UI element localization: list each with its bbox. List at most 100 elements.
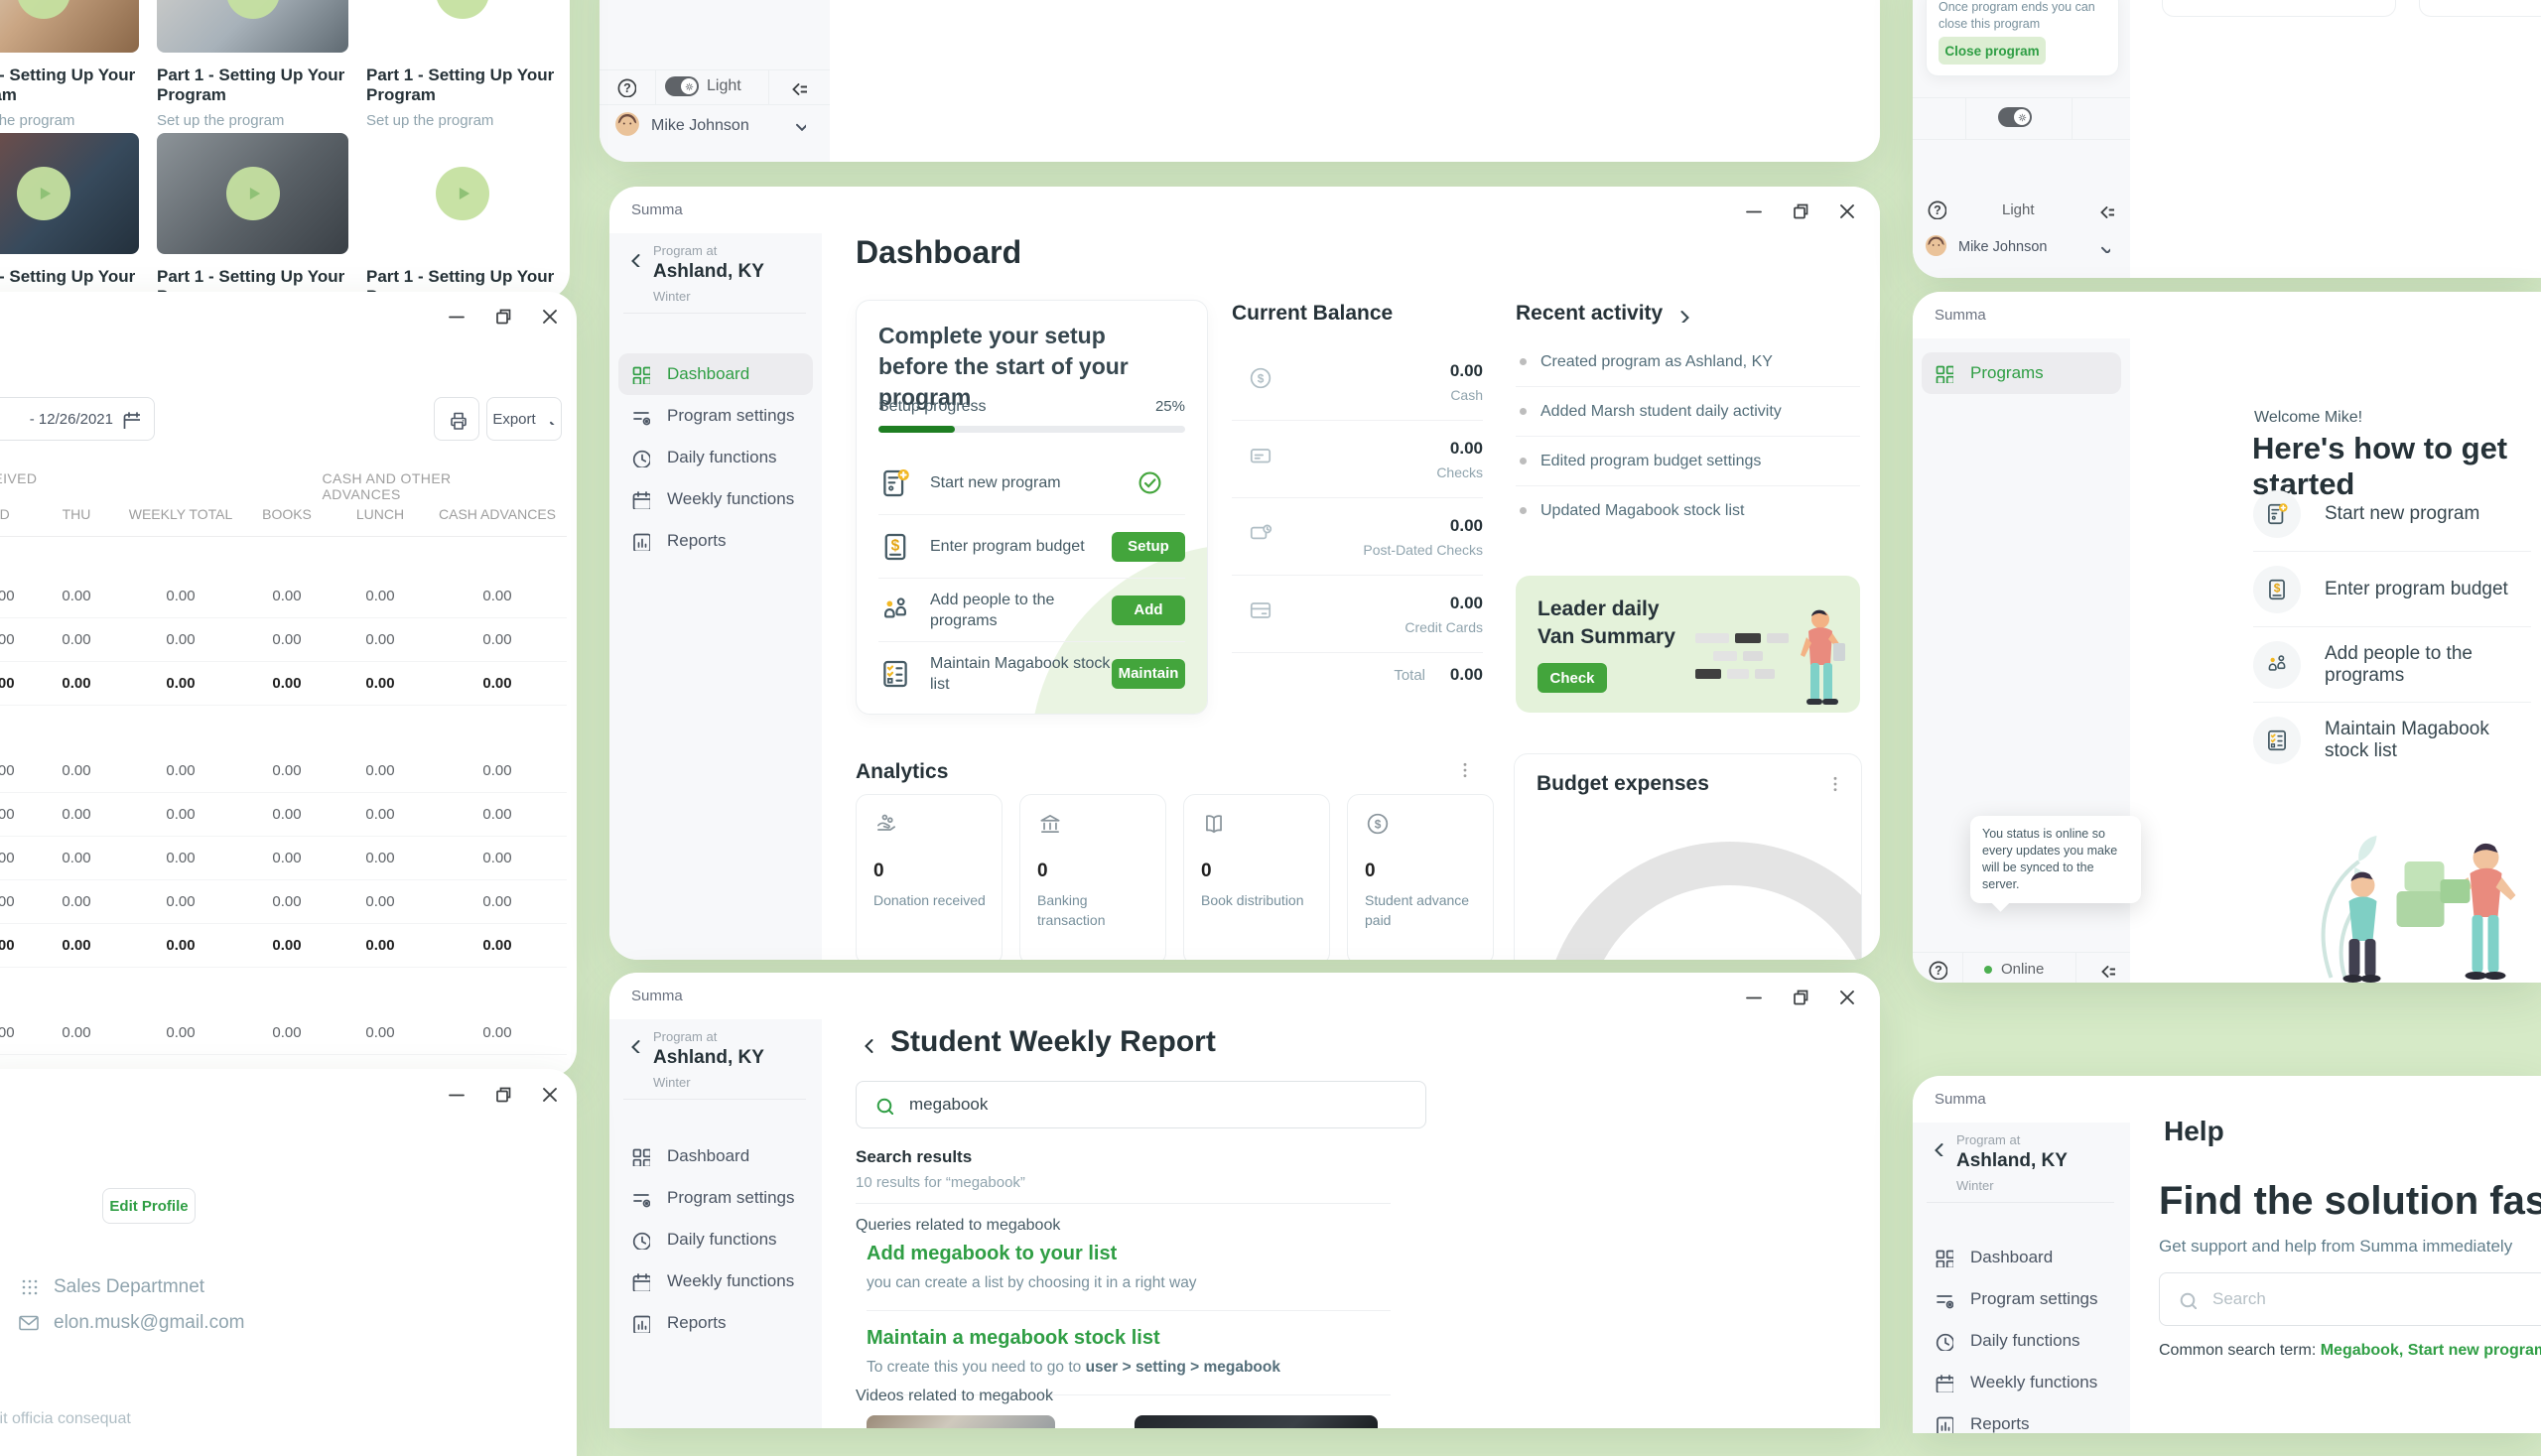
- avatar[interactable]: [614, 111, 640, 137]
- column-header[interactable]: ED: [0, 506, 10, 522]
- date-range-field[interactable]: - 12/26/2021: [0, 397, 155, 441]
- video-thumbnail[interactable]: [157, 133, 348, 254]
- sidebar-item[interactable]: Weekly functions: [1922, 1362, 2121, 1403]
- analytics-tile[interactable]: 0 Book distribution: [1183, 794, 1330, 960]
- get-started-item[interactable]: Add people to the programs: [2253, 627, 2531, 703]
- video-card[interactable]: Part 1 - Setting Up Your Program Set up …: [0, 0, 139, 129]
- activity-title[interactable]: Recent activity: [1516, 302, 1689, 326]
- chevron-down-icon[interactable]: [790, 115, 806, 131]
- video-thumbnail[interactable]: [366, 0, 558, 53]
- related-video-thumbnail[interactable]: [1135, 1415, 1378, 1428]
- collapse-sidebar-icon[interactable]: [2096, 200, 2114, 218]
- sidebar-item[interactable]: Dashboard: [1922, 1237, 2121, 1278]
- back-icon[interactable]: [858, 1034, 879, 1056]
- edit-profile-button[interactable]: Edit Profile: [102, 1188, 196, 1224]
- search-input[interactable]: [907, 1094, 1408, 1116]
- export-button[interactable]: Export: [486, 397, 562, 441]
- sidebar-item[interactable]: Reports: [1922, 1403, 2121, 1433]
- sidebar-item[interactable]: Dashboard: [618, 1135, 813, 1177]
- table-row[interactable]: 0.00 0.00 0.00 0.00 0.00 0.00: [0, 618, 567, 662]
- analytics-tile[interactable]: 0 Banking transaction: [1019, 794, 1166, 960]
- restore-button[interactable]: [491, 305, 512, 326]
- sidebar-item[interactable]: Weekly functions: [618, 478, 813, 520]
- close-program-button[interactable]: Close program: [1939, 37, 2046, 65]
- sidebar-item[interactable]: Program settings: [1922, 1278, 2121, 1320]
- setup-step-action-button[interactable]: Maintain: [1112, 658, 1185, 689]
- sidebar-item[interactable]: Program settings: [618, 395, 813, 437]
- video-card[interactable]: Part 1 - Setting Up Your Program Set up …: [366, 0, 558, 129]
- budget-menu-icon[interactable]: [1825, 774, 1845, 794]
- sidebar-item[interactable]: Reports: [618, 520, 813, 562]
- back-icon[interactable]: [624, 1035, 642, 1053]
- table-row[interactable]: 0.00 0.00 0.00 0.00 0.00 0.00: [0, 1011, 567, 1055]
- get-started-item[interactable]: Start new program: [2253, 476, 2531, 552]
- restore-button[interactable]: [1789, 199, 1809, 220]
- analytics-menu-icon[interactable]: [1455, 760, 1475, 780]
- sidebar-item[interactable]: Weekly functions: [618, 1260, 813, 1302]
- related-video-thumbnail[interactable]: [867, 1415, 1055, 1428]
- sidebar-item[interactable]: Program settings: [618, 1177, 813, 1219]
- column-header[interactable]: LUNCH: [355, 506, 405, 522]
- table-row[interactable]: 0.00 0.00 0.00 0.00 0.00 0.00: [0, 793, 567, 837]
- minimize-button[interactable]: [445, 305, 466, 326]
- theme-toggle[interactable]: [665, 76, 699, 96]
- video-card[interactable]: Part 1 - Setting Up Your Program Set up …: [157, 0, 348, 129]
- result-link[interactable]: Add megabook to your list: [867, 1243, 1118, 1264]
- table-row[interactable]: 0.00 0.00 0.00 0.00 0.00 0.00: [0, 575, 567, 618]
- play-icon[interactable]: [16, 0, 70, 19]
- close-button[interactable]: [538, 305, 559, 326]
- setup-step-action-button[interactable]: Setup: [1112, 531, 1185, 562]
- analytics-tile[interactable]: 0 Student advance paid: [1347, 794, 1494, 960]
- help-icon[interactable]: [615, 76, 636, 97]
- check-button[interactable]: Check: [1538, 663, 1607, 693]
- table-row[interactable]: 0.00 0.00 0.00 0.00 0.00 0.00: [0, 662, 567, 706]
- avatar[interactable]: [1925, 234, 1947, 257]
- video-thumbnail[interactable]: [0, 0, 139, 53]
- get-started-item[interactable]: Enter program budget: [2253, 552, 2531, 627]
- help-search-input[interactable]: [2210, 1288, 2541, 1310]
- play-icon[interactable]: [435, 0, 489, 19]
- analytics-tile[interactable]: 0 Donation received: [856, 794, 1003, 960]
- help-icon[interactable]: [1927, 959, 1947, 980]
- play-icon[interactable]: [225, 0, 280, 19]
- common-terms-links[interactable]: Megabook, Start new program, Weekly Repo…: [2320, 1342, 2541, 1359]
- theme-toggle[interactable]: [1998, 107, 2032, 127]
- table-row[interactable]: 0.00 0.00 0.00 0.00 0.00 0.00: [0, 880, 567, 924]
- column-header[interactable]: CASH ADVANCES: [439, 506, 556, 522]
- back-icon[interactable]: [1928, 1138, 1945, 1156]
- play-icon[interactable]: [225, 167, 280, 220]
- video-thumbnail[interactable]: [157, 0, 348, 53]
- collapse-sidebar-icon[interactable]: [788, 77, 807, 96]
- column-header[interactable]: WEEKLY TOTAL: [128, 506, 233, 522]
- video-card[interactable]: Part 1 - Setting Up Your Program Set up …: [157, 133, 348, 300]
- chevron-down-icon[interactable]: [2095, 238, 2110, 253]
- help-icon[interactable]: [1926, 199, 1946, 219]
- play-icon[interactable]: [435, 167, 489, 220]
- sidebar-item[interactable]: Dashboard: [618, 353, 813, 395]
- collapse-sidebar-icon[interactable]: [2097, 960, 2115, 978]
- table-row[interactable]: 0.00 0.00 0.00 0.00 0.00 0.00: [0, 837, 567, 880]
- video-thumbnail[interactable]: [0, 133, 139, 254]
- sidebar-item[interactable]: Daily functions: [1922, 1320, 2121, 1362]
- print-button[interactable]: [434, 397, 479, 441]
- restore-button[interactable]: [491, 1083, 512, 1104]
- restore-button[interactable]: [1789, 986, 1809, 1006]
- column-header[interactable]: BOOKS: [262, 506, 312, 522]
- video-card[interactable]: Part 1 - Setting Up Your Program Set up …: [366, 133, 558, 300]
- video-thumbnail[interactable]: [366, 133, 558, 254]
- sidebar-item-programs[interactable]: Programs: [1922, 352, 2121, 394]
- sidebar-item[interactable]: Daily functions: [618, 1219, 813, 1260]
- minimize-button[interactable]: [1742, 986, 1763, 1006]
- back-icon[interactable]: [624, 249, 642, 267]
- close-button[interactable]: [1835, 986, 1856, 1006]
- minimize-button[interactable]: [445, 1083, 466, 1104]
- setup-step-action-button[interactable]: Add: [1112, 595, 1185, 625]
- column-header[interactable]: THU: [62, 506, 91, 522]
- online-status[interactable]: Online: [1984, 961, 2044, 978]
- sidebar-item[interactable]: Reports: [618, 1302, 813, 1344]
- get-started-item[interactable]: Maintain Magabook stock list: [2253, 703, 2531, 777]
- video-card[interactable]: Part 1 - Setting Up Your Program Set up …: [0, 133, 139, 300]
- table-row[interactable]: 0.00 0.00 0.00 0.00 0.00 0.00: [0, 749, 567, 793]
- close-button[interactable]: [538, 1083, 559, 1104]
- result-link[interactable]: Maintain a megabook stock list: [867, 1327, 1160, 1349]
